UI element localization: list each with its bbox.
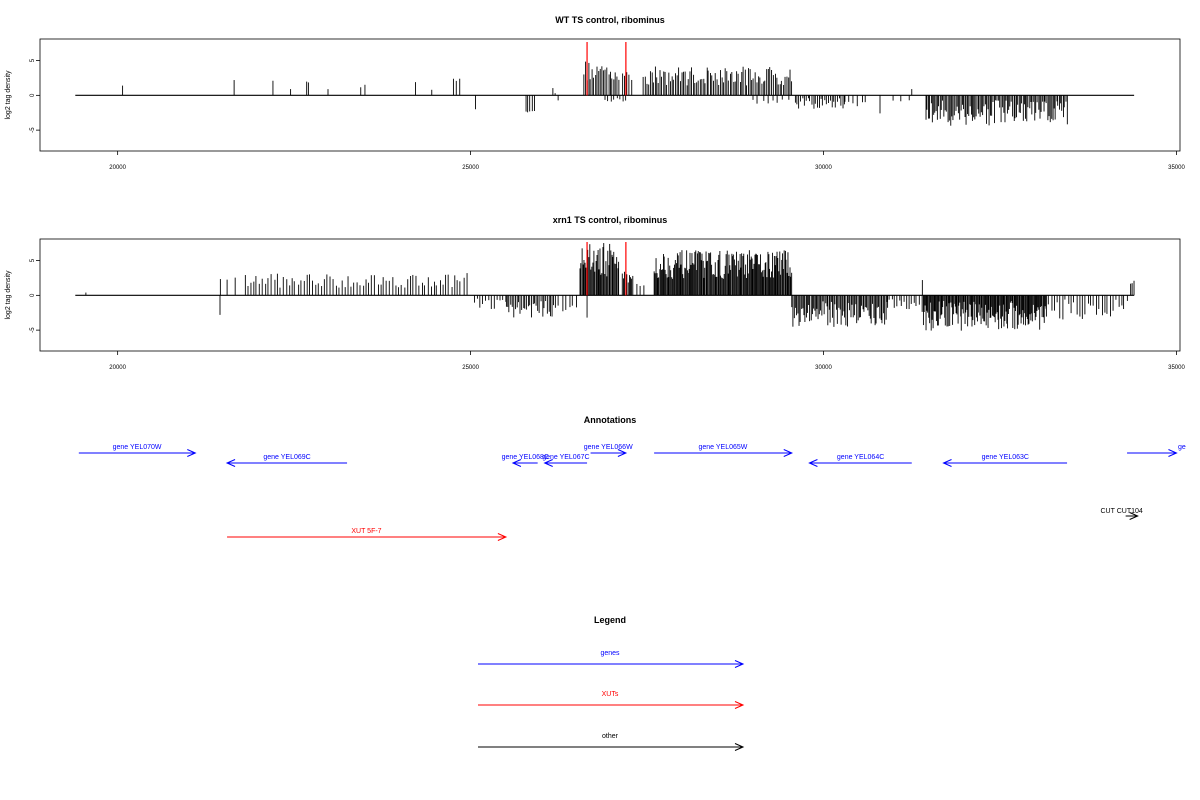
wt-xtick-label: 25000 xyxy=(462,165,479,171)
wt-xtick-label: 30000 xyxy=(815,165,832,171)
annotation-arrowhead xyxy=(497,533,508,541)
xrn1-panel-title: xrn1 TS control, ribominus xyxy=(553,215,668,225)
annotation-genes: gene YEL068C xyxy=(502,454,549,467)
annotations-title: Annotations xyxy=(584,415,637,425)
wt-ytick-label: 5 xyxy=(30,58,36,62)
legend-genes-arrowhead xyxy=(734,660,745,668)
wt-ytick-label: 0 xyxy=(30,93,36,97)
wt-ytick-label: -5 xyxy=(30,127,36,133)
legend-item-xuts: XUTs xyxy=(478,691,745,709)
annotation-label: gene YEL063C xyxy=(982,454,1029,461)
annotation-arrowhead xyxy=(808,459,818,467)
legend-item-genes: genes xyxy=(478,650,745,668)
annotation-genes: gene YEL069C xyxy=(225,454,348,467)
annotation-arrowhead xyxy=(617,449,628,457)
annotation-other: CUT CUT104 xyxy=(1101,508,1143,520)
wt-signal xyxy=(75,42,1135,126)
annotation-genes: gene YEL070W xyxy=(78,444,197,457)
legend-label: XUTs xyxy=(602,691,619,698)
xrn1-ytick-label: 5 xyxy=(30,258,36,262)
xrn1-xtick-label: 35000 xyxy=(1168,365,1185,371)
annotation-arrowhead xyxy=(187,449,197,457)
annotation-label: gene YEL065W xyxy=(698,444,747,451)
legend-title: Legend xyxy=(594,615,626,625)
xrn1-signal xyxy=(75,242,1135,331)
wt-xtick-label: 20000 xyxy=(109,165,126,171)
xrn1-panel: xrn1 TS control, ribominus 5 0 -5 20000 2500… xyxy=(5,215,1185,371)
annotation-label: CUT CUT104 xyxy=(1101,508,1143,515)
legend-label: other xyxy=(602,733,619,740)
annotation-label: gene YEL064C xyxy=(837,454,884,461)
legend-items: genes XUTs other xyxy=(478,650,745,751)
annotation-arrowhead xyxy=(942,459,952,467)
annotation-arrowhead xyxy=(1129,512,1139,520)
annotation-label: gene YEL070W xyxy=(113,444,162,451)
xrn1-ytick-label: 0 xyxy=(30,293,36,297)
xrn1-axes: 5 0 -5 20000 25000 30000 35000 xyxy=(30,258,1185,371)
annotation-label: gene YEL068C xyxy=(502,454,549,461)
annotation-genes: gene YEL065W xyxy=(654,444,794,457)
annotation-arrowhead xyxy=(1168,449,1178,457)
legend-other-arrowhead xyxy=(734,743,745,751)
wt-panel-title: WT TS control, ribominus xyxy=(555,15,665,25)
wt-panel: WT TS control, ribominus 5 0 -5 20000 25000 3… xyxy=(5,15,1185,171)
legend-xuts-arrowhead xyxy=(734,701,745,709)
annotation-genes: gene YEL066W xyxy=(584,444,633,457)
xrn1-ylabel: log2 tag density xyxy=(5,270,12,320)
wt-axes: 5 0 -5 20000 25000 30000 35000 xyxy=(30,58,1185,171)
xrn1-xtick-label: 30000 xyxy=(815,365,832,371)
annotation-arrowhead xyxy=(783,449,794,457)
annotations-track: Annotations gene YEL070W gene YEL069C gene… xyxy=(78,415,1186,541)
annotation-arrowhead xyxy=(225,459,236,467)
wt-ylabel: log2 tag density xyxy=(5,70,12,120)
annotation-genes: ge xyxy=(1127,444,1186,457)
wt-xtick-label: 35000 xyxy=(1168,165,1185,171)
annotation-label: gene YEL067C xyxy=(542,454,589,461)
legend-item-other: other xyxy=(478,733,745,751)
xrn1-xtick-label: 25000 xyxy=(462,365,479,371)
annotation-label: ge xyxy=(1178,444,1186,451)
annotation-arrowhead xyxy=(511,459,522,467)
xrn1-ytick-label: -5 xyxy=(30,327,36,333)
xrn1-xtick-label: 20000 xyxy=(109,365,126,371)
annotation-genes: gene YEL063C xyxy=(942,454,1068,467)
annotation-label: gene YEL066W xyxy=(584,444,633,451)
annotation-arrowhead xyxy=(543,459,553,467)
annotation-xuts: XUT 5F-7 xyxy=(227,528,508,541)
annotation-genes: gene YEL067C xyxy=(542,454,590,467)
legend-label: genes xyxy=(600,650,620,657)
annotation-genes: gene YEL064C xyxy=(808,454,912,467)
legend: Legend genes XUTs other xyxy=(478,615,745,751)
annotation-label: XUT 5F-7 xyxy=(351,528,381,535)
annotation-label: gene YEL069C xyxy=(263,454,310,461)
